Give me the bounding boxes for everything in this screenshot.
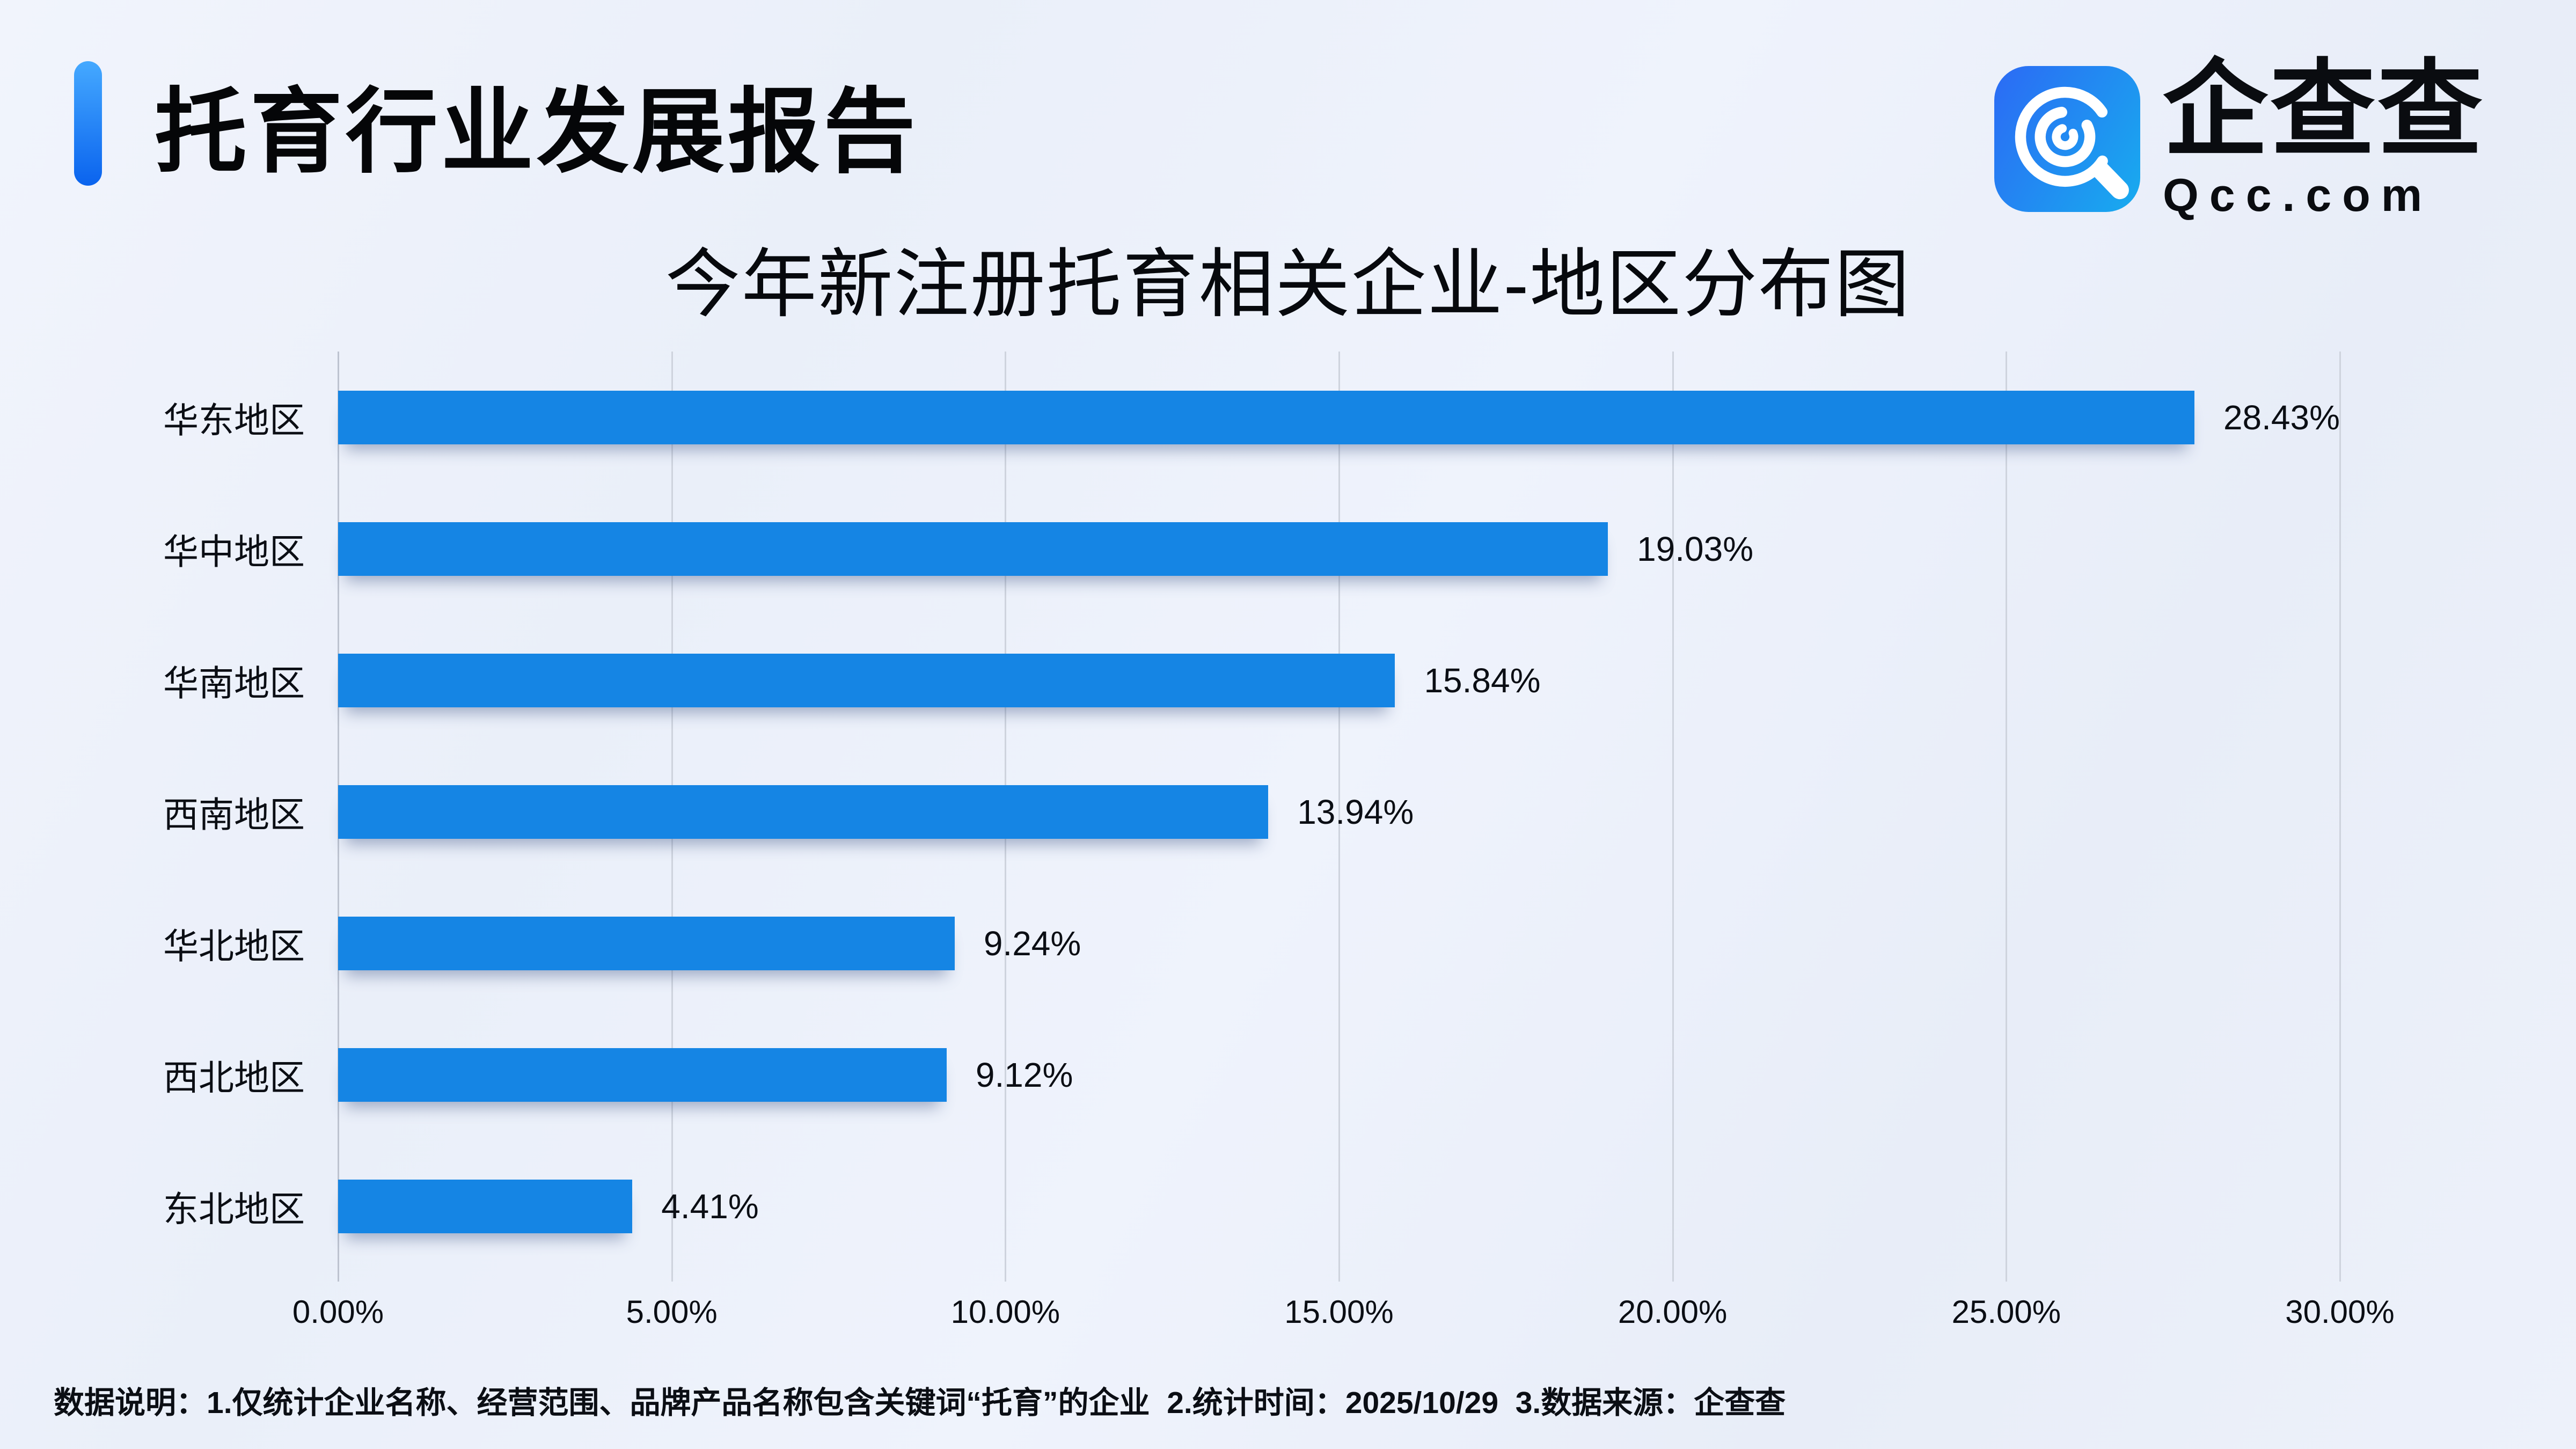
report-title: 托育行业发展报告 (155, 80, 919, 184)
bar-value-label: 9.12% (975, 1055, 1073, 1094)
bar-华北地区 (338, 916, 955, 970)
bar-row: 28.43% (338, 352, 2340, 483)
plot-area: 28.43% 19.03% 15.84% 13.94% 9.24% 9.12% 4.41% (338, 352, 2341, 1282)
bar-value-label: 28.43% (2223, 398, 2340, 437)
logo-brand: 企查查 (2162, 51, 2485, 169)
gridline (2339, 352, 2341, 1282)
bar-value-label: 15.84% (1424, 661, 1541, 700)
category-label: 华南地区 (163, 663, 305, 703)
bar-row: 13.94% (338, 746, 2340, 877)
bar-value-label: 4.41% (661, 1187, 759, 1226)
x-tick-label: 15.00% (1284, 1294, 1394, 1330)
gridline (1338, 352, 1340, 1282)
category-label: 西北地区 (163, 1057, 305, 1097)
bar-华南地区 (338, 653, 1395, 707)
category-label: 华北地区 (163, 926, 305, 966)
category-label: 华中地区 (163, 531, 305, 572)
bar-row: 15.84% (338, 614, 2340, 746)
qcc-logo: 企查查 Qcc.com (1994, 56, 2485, 222)
x-axis: 0.00% 5.00% 10.00% 15.00% 20.00% 25.00% 30.00% (292, 1288, 2395, 1342)
x-tick-label: 0.00% (292, 1294, 384, 1330)
logo-text: 企查查 Qcc.com (2163, 56, 2485, 222)
category-label: 华东地区 (163, 400, 305, 440)
gridline (2006, 352, 2008, 1282)
x-tick-label: 10.00% (950, 1294, 1060, 1330)
bar-value-label: 19.03% (1637, 529, 1754, 568)
x-tick-label: 25.00% (1951, 1294, 2061, 1330)
bar-东北地区 (338, 1179, 633, 1233)
category-label: 西南地区 (163, 794, 305, 835)
bar-value-label: 13.94% (1297, 792, 1414, 831)
x-tick-label: 5.00% (626, 1294, 718, 1330)
bar-row: 4.41% (338, 1140, 2340, 1272)
chart-title: 今年新注册托育相关企业-地区分布图 (665, 242, 1911, 326)
data-note: 数据说明：1.仅统计企业名称、经营范围、品牌产品名称包含关键词“托育”的企业 2… (54, 1386, 1786, 1420)
qcc-magnifier-icon (1994, 66, 2140, 213)
bar-row: 9.12% (338, 1009, 2340, 1140)
x-tick-label: 20.00% (1618, 1294, 1728, 1330)
accent-bar (74, 61, 102, 186)
bar-row: 19.03% (338, 483, 2340, 614)
bar-华东地区 (338, 390, 2194, 444)
logo-domain: Qcc.com (2162, 169, 2433, 221)
report-header: 托育行业发展报告 企查查 Qcc.com (54, 56, 2522, 221)
chart: 华东地区华中地区华南地区西南地区华北地区西北地区东北地区 28.43% 19.03… (107, 352, 2341, 1282)
bar-row: 9.24% (338, 877, 2340, 1009)
bar-value-label: 9.24% (983, 924, 1081, 963)
bar-西北地区 (338, 1048, 947, 1102)
gridline (1672, 352, 1674, 1282)
bar-华中地区 (338, 522, 1608, 576)
x-tick-label: 30.00% (2285, 1294, 2395, 1330)
category-label: 东北地区 (163, 1189, 305, 1229)
category-labels: 华东地区华中地区华南地区西南地区华北地区西北地区东北地区 (107, 352, 338, 1272)
bar-西南地区 (338, 785, 1269, 839)
